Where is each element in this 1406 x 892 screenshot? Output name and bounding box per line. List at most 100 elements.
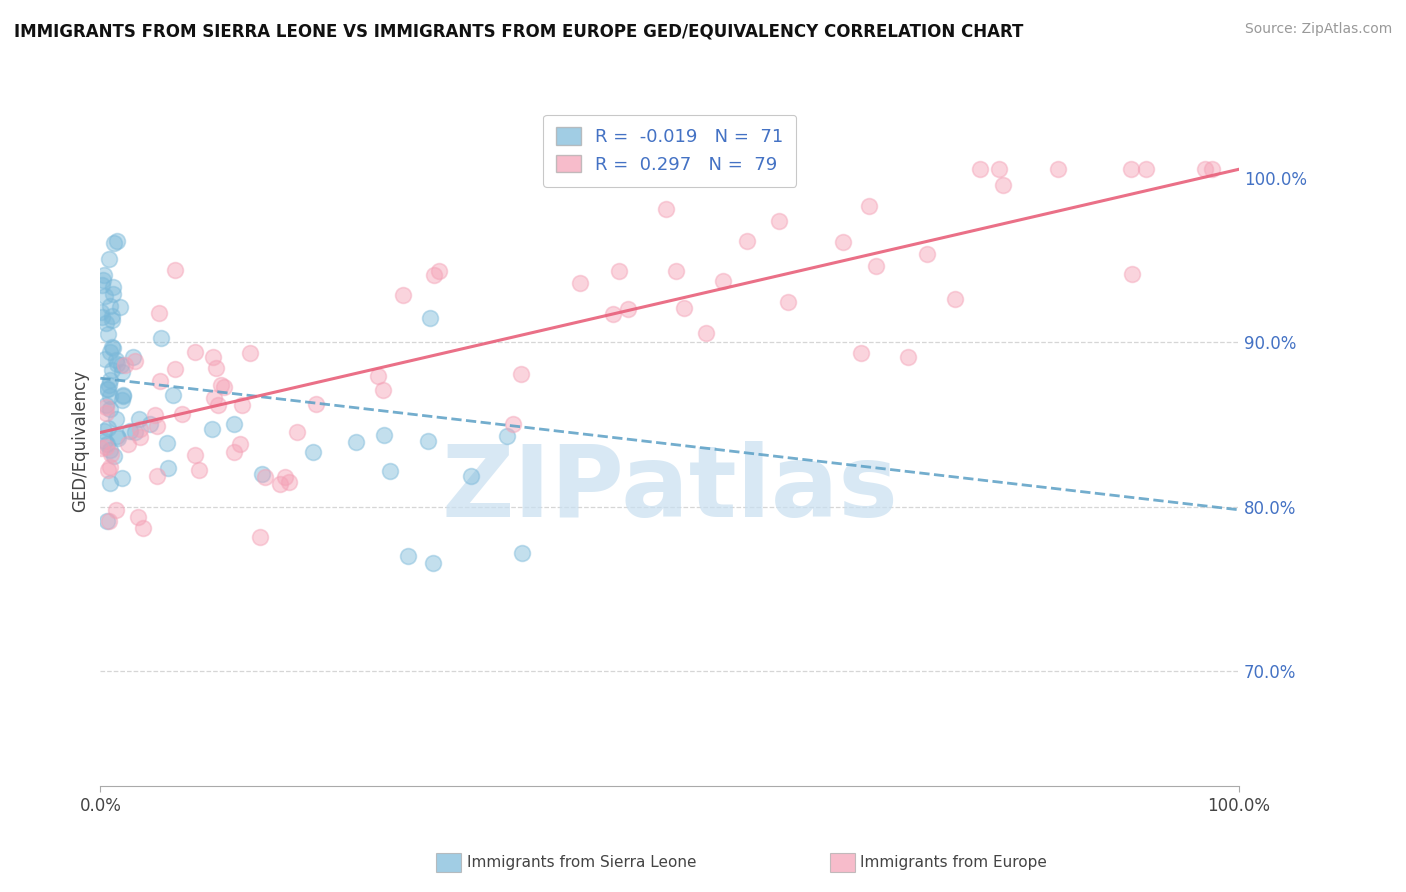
- Point: [776, 295, 799, 310]
- Point: [204, 360, 226, 375]
- Point: [302, 445, 325, 459]
- Point: [943, 292, 966, 306]
- Point: [146, 469, 169, 483]
- Point: [224, 444, 246, 458]
- Point: [278, 475, 301, 490]
- Point: [103, 449, 125, 463]
- Point: [163, 263, 186, 277]
- Point: [202, 350, 225, 364]
- Point: [105, 357, 128, 371]
- Point: [149, 374, 172, 388]
- Point: [274, 470, 297, 484]
- Point: [969, 162, 991, 177]
- Point: [170, 407, 193, 421]
- Point: [124, 425, 146, 439]
- Point: [127, 510, 149, 524]
- Point: [100, 313, 122, 327]
- Point: [156, 436, 179, 450]
- Point: [253, 470, 276, 484]
- Point: [98, 459, 121, 474]
- Point: [111, 389, 134, 403]
- Point: [98, 514, 121, 528]
- Text: ZIPatlas: ZIPatlas: [441, 441, 898, 538]
- Point: [96, 440, 118, 454]
- Point: [156, 460, 179, 475]
- Point: [737, 235, 759, 249]
- Point: [1046, 162, 1069, 177]
- Point: [184, 344, 207, 359]
- Point: [96, 514, 118, 528]
- Point: [865, 259, 887, 273]
- Point: [91, 310, 114, 324]
- Point: [96, 437, 118, 451]
- Point: [146, 418, 169, 433]
- Point: [378, 464, 401, 478]
- Point: [143, 409, 166, 423]
- Point: [97, 252, 120, 267]
- Point: [91, 277, 114, 292]
- Point: [96, 327, 118, 342]
- Point: [849, 346, 872, 360]
- Point: [101, 363, 124, 377]
- Point: [124, 354, 146, 368]
- Point: [897, 350, 920, 364]
- Point: [93, 289, 115, 303]
- Point: [98, 401, 121, 416]
- Point: [97, 421, 120, 435]
- Point: [416, 434, 439, 448]
- Point: [98, 373, 121, 387]
- Point: [305, 396, 328, 410]
- Point: [344, 434, 367, 449]
- Point: [250, 467, 273, 482]
- Point: [269, 477, 291, 491]
- Point: [832, 235, 855, 250]
- Point: [105, 412, 128, 426]
- Point: [108, 300, 131, 314]
- Point: [502, 417, 524, 431]
- Text: Immigrants from Europe: Immigrants from Europe: [860, 855, 1047, 870]
- Point: [188, 463, 211, 477]
- Point: [98, 389, 121, 403]
- Point: [112, 388, 135, 402]
- Y-axis label: GED/Equivalency: GED/Equivalency: [72, 369, 89, 512]
- Point: [427, 264, 450, 278]
- Point: [103, 280, 125, 294]
- Point: [128, 412, 150, 426]
- Point: [98, 378, 121, 392]
- Point: [510, 546, 533, 560]
- Point: [665, 264, 688, 278]
- Point: [509, 367, 531, 381]
- Point: [373, 428, 395, 442]
- Point: [94, 400, 117, 414]
- Point: [94, 352, 117, 367]
- Point: [114, 358, 136, 372]
- Point: [110, 358, 132, 372]
- Point: [98, 475, 121, 490]
- Point: [239, 345, 262, 359]
- Point: [96, 382, 118, 396]
- Point: [120, 425, 142, 439]
- Point: [93, 268, 115, 282]
- Point: [423, 268, 446, 283]
- Point: [858, 199, 880, 213]
- Point: [101, 286, 124, 301]
- Point: [1121, 267, 1143, 281]
- Point: [96, 398, 118, 412]
- Point: [222, 417, 245, 431]
- Point: [711, 274, 734, 288]
- Point: [1201, 162, 1223, 177]
- Point: [371, 384, 394, 398]
- Point: [249, 530, 271, 544]
- Point: [607, 264, 630, 278]
- Point: [162, 388, 184, 402]
- Point: [97, 463, 120, 477]
- Point: [117, 437, 139, 451]
- Text: Source: ZipAtlas.com: Source: ZipAtlas.com: [1244, 22, 1392, 37]
- Point: [568, 276, 591, 290]
- Point: [1119, 162, 1142, 177]
- Point: [98, 442, 121, 457]
- Point: [93, 424, 115, 438]
- Bar: [830, 853, 855, 872]
- Point: [105, 235, 128, 249]
- Point: [396, 549, 419, 563]
